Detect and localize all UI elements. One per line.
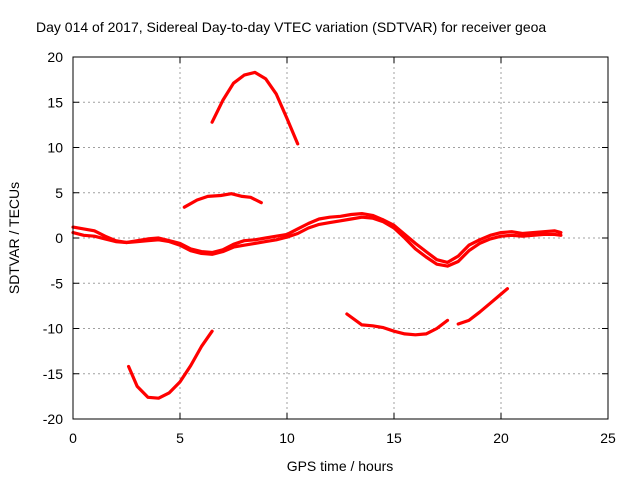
x-tick-label: 5: [176, 430, 184, 446]
x-tick-label: 10: [279, 430, 295, 446]
series-line-track-a: [71, 215, 563, 268]
x-tick-label: 25: [600, 430, 616, 446]
y-tick-label: -5: [51, 275, 64, 291]
x-tick-labels: 0 5 10 15 20 25: [69, 430, 616, 446]
y-tick-label: 20: [47, 49, 63, 65]
y-tick-label: -10: [43, 321, 63, 337]
x-tick-label: 0: [69, 430, 77, 446]
series-line-track-f: [345, 312, 450, 337]
series-line-track-e: [127, 329, 214, 400]
series-line-track-g: [456, 287, 509, 326]
series-line-track-d: [182, 192, 263, 209]
series-line-track-b: [71, 212, 563, 264]
y-axis-label: SDTVAR / TECUs: [6, 182, 22, 294]
x-tick-label: 20: [493, 430, 509, 446]
y-tick-label: 10: [47, 140, 63, 156]
y-tick-labels: -20 -15 -10 -5 0 5 10 15 20: [43, 49, 63, 427]
series-line-track-c: [210, 70, 300, 146]
y-tick-label: 15: [47, 94, 63, 110]
x-axis-label: GPS time / hours: [287, 458, 394, 474]
y-tick-label: 0: [55, 230, 63, 246]
x-tick-label: 15: [386, 430, 402, 446]
y-tick-label: -20: [43, 411, 63, 427]
data-series: [71, 70, 563, 400]
chart-title: Day 014 of 2017, Sidereal Day-to-day VTE…: [36, 19, 546, 35]
y-tick-label: -15: [43, 366, 63, 382]
axis-ticks: [72, 56, 609, 420]
y-tick-label: 5: [55, 185, 63, 201]
